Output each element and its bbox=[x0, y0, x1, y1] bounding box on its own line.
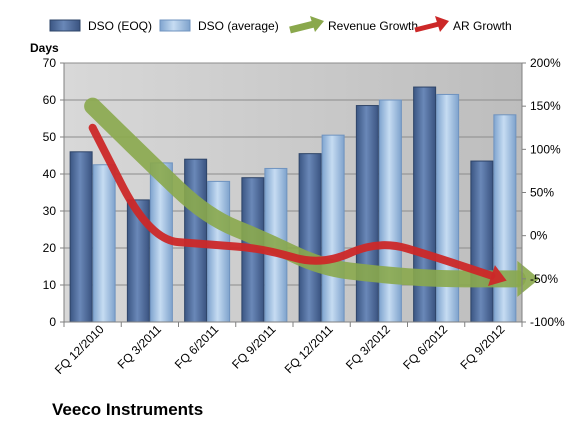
y-tick-label: 10 bbox=[43, 278, 57, 292]
bar-dso-average bbox=[321, 134, 345, 323]
legend-swatch bbox=[159, 19, 191, 32]
legend-swatch bbox=[49, 19, 81, 32]
bar-dso-average bbox=[493, 114, 517, 323]
growth-lines bbox=[84, 97, 540, 297]
y2-tick-label: 100% bbox=[530, 142, 561, 156]
legend-item-dso-eoq: DSO (EOQ) bbox=[49, 19, 152, 33]
legend-item-dso-average: DSO (average) bbox=[159, 19, 279, 33]
legend-label: DSO (average) bbox=[198, 19, 279, 33]
x-tick-label: FQ 12/2010 bbox=[52, 322, 107, 377]
y-tick-label: 0 bbox=[49, 315, 56, 329]
x-tick-label: FQ 12/2011 bbox=[282, 322, 336, 376]
legend: DSO (EOQ) DSO (average) Revenue Growth AR G… bbox=[49, 16, 512, 34]
x-tick-label: FQ 9/2012 bbox=[458, 322, 508, 372]
y-tick-label: 30 bbox=[43, 204, 57, 218]
y2-tick-label: 0% bbox=[530, 229, 548, 243]
x-tick-label: FQ 3/2011 bbox=[115, 322, 165, 372]
bars bbox=[69, 86, 517, 323]
y-tick-label: 20 bbox=[43, 241, 57, 255]
x-tick-label: FQ 9/2011 bbox=[229, 322, 279, 372]
legend-item-ar-growth: AR Growth bbox=[414, 16, 512, 33]
ar-growth-arrowhead bbox=[488, 265, 507, 287]
revenue-growth-arrowhead bbox=[517, 260, 540, 297]
x-axis-ticks: FQ 12/2010 FQ 3/2011 FQ 6/2011 FQ 9/2011 FQ … bbox=[52, 322, 523, 377]
y-tick-label: 60 bbox=[43, 93, 57, 107]
bar-dso-average bbox=[92, 164, 116, 323]
bar-dso-eoq bbox=[298, 153, 322, 323]
y-axis-ticks: 0 10 20 30 40 50 60 70 bbox=[43, 56, 64, 329]
x-tick-label: FQ 6/2012 bbox=[400, 322, 450, 372]
legend-label: AR Growth bbox=[453, 19, 512, 33]
x-tick-label: FQ 6/2011 bbox=[172, 322, 222, 372]
legend-label: Revenue Growth bbox=[328, 19, 418, 33]
y2-tick-label: 150% bbox=[530, 99, 561, 113]
bar-dso-average bbox=[436, 93, 460, 323]
legend-label: DSO (EOQ) bbox=[88, 19, 152, 33]
y2-tick-label: -50% bbox=[530, 272, 558, 286]
bar-dso-eoq bbox=[413, 86, 437, 323]
y2-tick-label: 200% bbox=[530, 56, 561, 70]
bar-dso-eoq bbox=[355, 105, 379, 323]
x-tick-label: FQ 3/2012 bbox=[343, 322, 393, 372]
bar-dso-average bbox=[378, 99, 402, 323]
legend-swatch-arrowhead bbox=[435, 16, 449, 32]
bar-dso-eoq bbox=[470, 160, 494, 323]
legend-swatch bbox=[414, 21, 440, 33]
y-tick-label: 70 bbox=[43, 56, 57, 70]
bar-dso-average bbox=[207, 180, 231, 323]
bar-dso-eoq bbox=[69, 151, 93, 323]
legend-swatch bbox=[289, 20, 315, 34]
ar-growth-line bbox=[88, 123, 496, 280]
legend-swatch-arrowhead bbox=[310, 16, 324, 32]
y2-tick-label: 50% bbox=[530, 186, 554, 200]
y2-axis-ticks: -100% -50% 0% 50% 100% 150% 200% bbox=[522, 56, 565, 329]
y2-tick-label: -100% bbox=[530, 315, 565, 329]
y-tick-label: 50 bbox=[43, 130, 57, 144]
y-tick-label: 40 bbox=[43, 167, 57, 181]
legend-item-revenue-growth: Revenue Growth bbox=[289, 16, 418, 34]
y-axis-label: Days bbox=[30, 41, 59, 55]
chart-title: Veeco Instruments bbox=[52, 400, 203, 419]
